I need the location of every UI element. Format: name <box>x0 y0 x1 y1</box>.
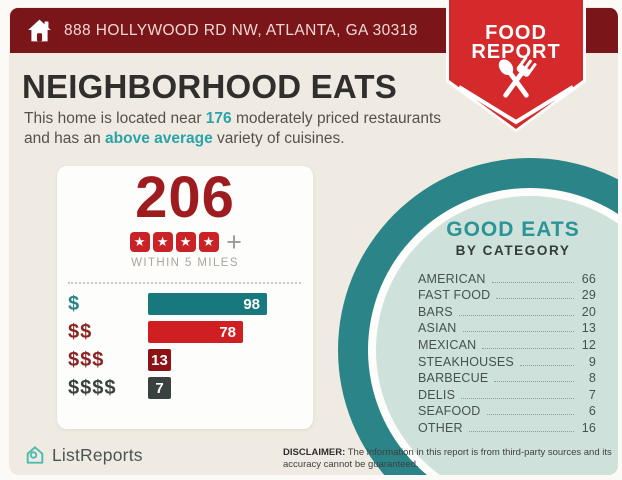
radius-label: WITHIN 5 MILES <box>131 257 239 269</box>
utensils-icon <box>498 56 537 98</box>
price-tier-label: $$ <box>68 320 93 343</box>
dotted-leader <box>461 397 574 399</box>
price-tier-row: $$ 78 <box>68 321 301 343</box>
category-value: 6 <box>588 404 596 419</box>
dotted-leader <box>458 314 574 316</box>
price-tier-bar: 13 <box>148 349 171 371</box>
total-restaurants: 206 <box>135 165 235 230</box>
category-value: 12 <box>581 337 596 352</box>
category-value: 66 <box>581 271 596 286</box>
category-label: STEAKHOUSES <box>418 354 514 369</box>
category-label: OTHER <box>418 420 463 435</box>
price-tier-value: 13 <box>151 351 168 369</box>
price-tier-value: 98 <box>243 295 260 313</box>
category-panel-header: GOOD EATS BY CATEGORY <box>413 218 613 258</box>
subtitle-text: variety of cuisines. <box>212 130 345 148</box>
subtitle-text: moderately priced restaurants and has an <box>24 110 442 148</box>
category-row: AMERICAN 66 <box>418 269 596 286</box>
property-address: 888 HOLLYWOOD RD NW, ATLANTA, GA 30318 <box>64 22 418 39</box>
category-value: 9 <box>588 354 596 369</box>
food-report-badge: FOOD REPORT <box>446 0 586 132</box>
dotted-separator <box>68 282 301 284</box>
category-value: 20 <box>581 304 596 319</box>
dotted-leader <box>519 364 574 366</box>
category-row: ASIAN 13 <box>418 319 596 336</box>
category-row: MEXICAN 12 <box>418 335 596 352</box>
house-icon <box>25 16 54 45</box>
category-row: FAST FOOD 29 <box>418 286 596 303</box>
category-list: AMERICAN 66 FAST FOOD 29 BARS 20 ASIAN 13 MEXICA… <box>418 269 596 435</box>
subtitle-text: This home is located near <box>24 110 206 127</box>
category-label: MEXICAN <box>418 337 477 352</box>
disclaimer-label: DISCLAIMER: <box>283 447 346 458</box>
price-tier-label: $$$$ <box>68 376 117 399</box>
dotted-leader <box>482 347 574 349</box>
category-row: OTHER 16 <box>418 418 596 435</box>
star-icon: ★ <box>198 232 219 252</box>
price-tier-row: $$$ 13 <box>68 349 301 371</box>
price-tier-value: 78 <box>219 323 236 341</box>
rating-stars: ★ ★ ★ ★ + <box>57 226 313 257</box>
category-label: DELIS <box>418 387 456 402</box>
dotted-leader <box>486 414 574 416</box>
dotted-leader <box>462 331 574 333</box>
dotted-leader <box>496 298 574 300</box>
category-label: BARBECUE <box>418 371 489 386</box>
disclaimer: DISCLAIMER: The information in this repo… <box>283 447 618 472</box>
price-tier-label: $$$ <box>68 348 105 371</box>
brand-logo: ListReports <box>24 444 143 466</box>
dotted-leader <box>494 381 574 383</box>
page-subtitle: This home is located near 176 moderately… <box>24 109 454 150</box>
category-value: 8 <box>588 371 596 386</box>
category-row: BARBECUE 8 <box>418 369 596 386</box>
star-icon: ★ <box>152 232 173 252</box>
dotted-leader <box>468 430 574 432</box>
badge-line2: REPORT <box>471 41 560 63</box>
dotted-leader <box>491 281 574 283</box>
category-panel-subtitle: BY CATEGORY <box>455 243 571 258</box>
category-label: AMERICAN <box>418 271 486 286</box>
price-tier-bar: 78 <box>148 321 243 343</box>
category-label: ASIAN <box>418 321 457 336</box>
category-row: STEAKHOUSES 9 <box>418 352 596 369</box>
star-icon: ★ <box>129 232 150 252</box>
price-tier-row: $98 <box>68 293 301 315</box>
price-tier-row: $$$$ 7 <box>68 377 301 399</box>
price-tier-bar: 7 <box>148 377 171 399</box>
price-tier-chart: $98 $$ 78 $$$ 13 $$$$ 7 <box>57 293 313 399</box>
ribbon-chevron <box>457 85 575 125</box>
category-label: SEAFOOD <box>418 404 481 419</box>
stats-card: 206 ★ ★ ★ ★ + WITHIN 5 MILES $98 $$ 78 $$$ 13 $$$… <box>57 166 313 429</box>
category-row: BARS 20 <box>418 302 596 319</box>
category-panel-title: GOOD EATS <box>446 218 580 241</box>
category-value: 29 <box>581 288 596 303</box>
category-row: DELIS 7 <box>418 385 596 402</box>
price-tier-bar: 98 <box>148 293 267 315</box>
listreports-house-icon <box>24 444 46 466</box>
brand-name: ListReports <box>52 444 143 465</box>
star-icon: ★ <box>175 232 196 252</box>
category-value: 7 <box>588 387 596 402</box>
price-tier-value: 7 <box>155 379 164 397</box>
price-tier-label: $ <box>68 292 81 315</box>
category-value: 16 <box>581 420 596 435</box>
restaurant-count: 176 <box>205 110 232 127</box>
variety-highlight: above average <box>105 130 213 148</box>
badge-line1: FOOD <box>485 22 547 44</box>
category-row: SEAFOOD 6 <box>418 402 596 419</box>
plus-icon: + <box>226 226 242 257</box>
category-value: 13 <box>581 321 596 336</box>
category-label: BARS <box>418 304 453 319</box>
disclaimer-text: The information in this report is from t… <box>283 447 612 471</box>
category-label: FAST FOOD <box>418 288 491 303</box>
page-title: NEIGHBORHOOD EATS <box>22 68 397 105</box>
